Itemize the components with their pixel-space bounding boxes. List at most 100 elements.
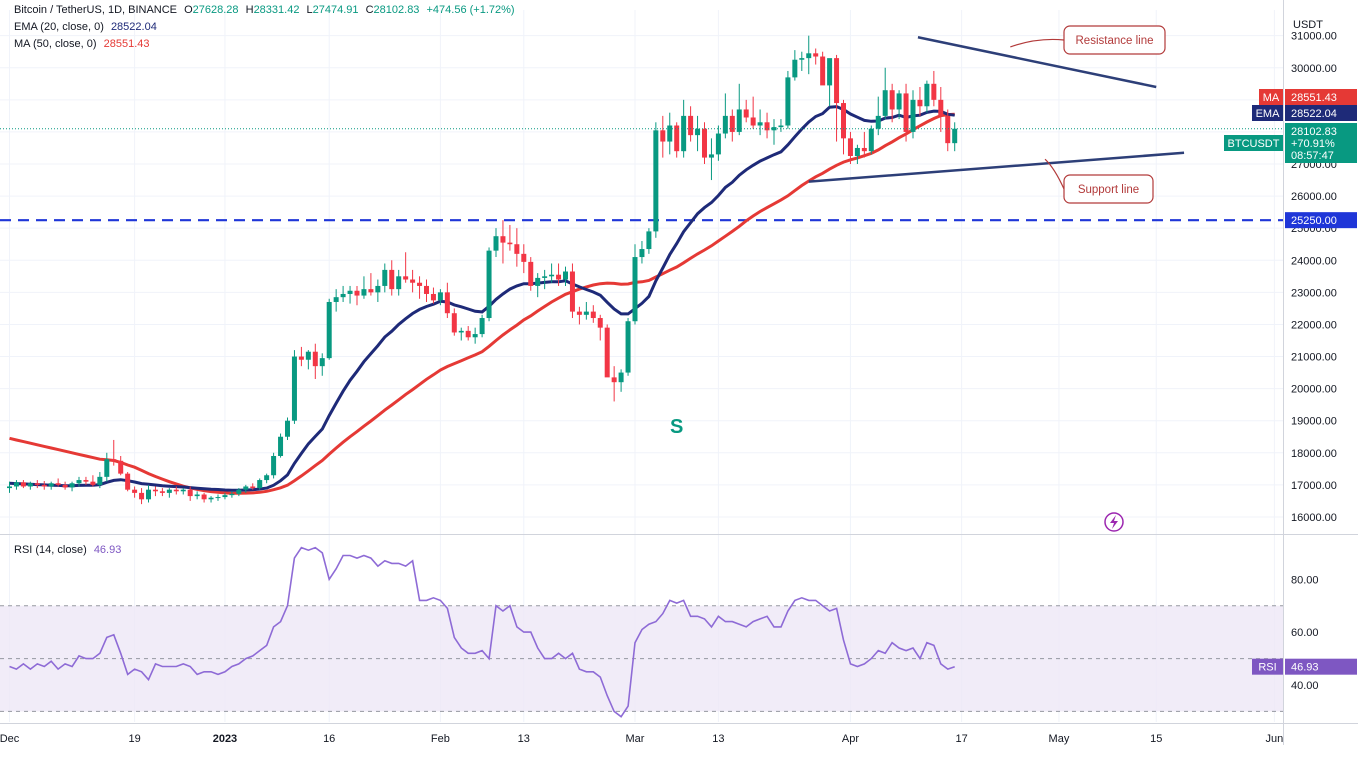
support-callout: Support line — [1044, 158, 1154, 204]
time-tick-label: Feb — [431, 733, 450, 745]
price-tick-label: 23000.00 — [1291, 287, 1337, 299]
candle-body — [326, 301, 332, 359]
open-value: 27628.28 — [192, 4, 239, 16]
axis-badge-box — [1285, 658, 1357, 675]
candle-body — [778, 125, 784, 128]
candle-body — [83, 480, 89, 482]
time-tick-label: 15 — [1150, 733, 1162, 745]
resistance-callout: Resistance line — [1010, 25, 1166, 55]
axis-badge-label: RSI — [1258, 662, 1276, 674]
axis-badge-extra: +70.91% — [1291, 138, 1335, 150]
candle-body — [917, 99, 923, 107]
callout-pointer — [1044, 158, 1065, 190]
candle-body — [820, 56, 826, 86]
candle-body — [750, 117, 756, 126]
candle-body — [952, 128, 958, 144]
ma-legend-label: MA (50, close, 0) — [14, 38, 97, 50]
candle-body — [48, 483, 54, 487]
rsi-legend[interactable]: RSI (14, close) 46.93 — [14, 544, 125, 556]
ma-50-line — [9, 112, 955, 495]
candle-body — [458, 330, 464, 333]
pattern-marker-s: S — [670, 416, 683, 438]
callout-text: Support line — [1078, 184, 1139, 196]
candle-body — [278, 436, 284, 456]
ema-legend[interactable]: EMA (20, close, 0) 28522.04 — [14, 21, 161, 33]
candle-body — [896, 93, 902, 110]
time-tick-label: 16 — [323, 733, 335, 745]
rsi-tick-label: 40.00 — [1291, 680, 1319, 692]
candle-body — [222, 495, 228, 498]
candle-body — [632, 257, 638, 322]
candle-body — [646, 231, 652, 250]
price-tick-label: 31000.00 — [1291, 31, 1337, 43]
candle-body — [444, 292, 450, 314]
axis-badge-label: BTCUSDT — [1228, 138, 1280, 150]
price-tick-label: 17000.00 — [1291, 480, 1337, 492]
candle-body — [250, 486, 256, 489]
candle-body — [861, 147, 867, 152]
candle-body — [271, 455, 277, 476]
axis-badge-box — [1285, 212, 1357, 229]
time-tick-label: Mar — [626, 733, 645, 745]
time-tick-label: 2023 — [213, 733, 237, 745]
candle-body — [569, 271, 575, 312]
candle-body — [417, 282, 423, 286]
candle-body — [291, 356, 297, 421]
candle-body — [528, 261, 534, 286]
time-tick-label: 19 — [128, 733, 140, 745]
candle-body — [563, 271, 568, 280]
lightning-icon — [1104, 512, 1124, 532]
candle-body — [702, 128, 707, 158]
candle-body — [521, 253, 527, 262]
candle-body — [472, 334, 478, 338]
price-tick-label: 16000.00 — [1291, 512, 1337, 524]
candle-body — [576, 311, 582, 315]
ema-badge: 28522.04 EMA — [1252, 105, 1357, 121]
price-tick-label: 30000.00 — [1291, 63, 1337, 75]
lightning-icon-bolt — [1110, 515, 1118, 529]
high-label: H — [245, 4, 254, 16]
time-tick-label: 13 — [712, 733, 724, 745]
candle-body — [639, 249, 645, 258]
candle-body — [97, 476, 103, 485]
candle-body — [451, 313, 457, 333]
candle-body — [236, 489, 242, 494]
candle-body — [396, 276, 402, 290]
candle-body — [382, 269, 388, 286]
price-tick-label: 21000.00 — [1291, 352, 1337, 364]
candle-body — [715, 133, 721, 155]
candle-body — [62, 484, 68, 488]
candle-body — [368, 289, 374, 293]
candle-body — [847, 138, 853, 156]
candle-body — [549, 274, 555, 277]
candle-body — [556, 274, 562, 280]
candle-body — [785, 77, 791, 126]
candle-body — [403, 276, 409, 280]
time-tick-label: 17 — [956, 733, 968, 745]
candle-body — [7, 486, 12, 489]
callout-box — [1063, 25, 1166, 55]
candle-body — [340, 293, 346, 298]
open-label: O — [184, 4, 193, 16]
candle-body — [159, 491, 165, 493]
candle-body — [722, 115, 728, 134]
time-tick-label: Apr — [842, 733, 859, 745]
candle-body — [604, 327, 610, 378]
rsi-line — [9, 546, 955, 718]
candle-body — [854, 147, 860, 156]
candle-body — [55, 483, 61, 485]
candle-body — [194, 494, 200, 497]
candle-body — [660, 130, 666, 142]
rsi-legend-label: RSI (14, close) — [14, 544, 87, 556]
candle-body — [410, 279, 416, 283]
candle-body — [166, 489, 172, 493]
price-tick-label: 22000.00 — [1291, 319, 1337, 331]
time-tick-label: Dec — [0, 733, 20, 745]
candle-body — [146, 489, 151, 500]
axis-badge-label-box — [1259, 89, 1283, 105]
candle-body — [583, 311, 589, 315]
axis-badge-value: 25250.00 — [1291, 215, 1337, 227]
candle-body — [743, 109, 749, 118]
ma-legend[interactable]: MA (50, close, 0) 28551.43 — [14, 38, 154, 50]
